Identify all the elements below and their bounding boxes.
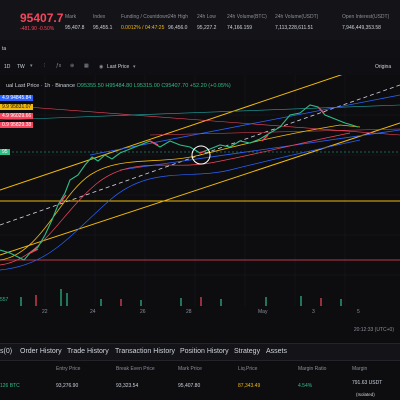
col-header-margin-ratio: Margin Ratio — [298, 366, 327, 372]
x-tick-label: 5 — [357, 309, 360, 315]
price-tag-1: 4.9 94845.84 — [0, 95, 34, 101]
price-change: -481.90 -0.50% — [20, 26, 55, 32]
candle-type-icon[interactable]: ⫶ — [44, 63, 46, 69]
price-series — [0, 104, 359, 261]
tab-strategy[interactable]: Strategy — [234, 348, 261, 355]
trendline-red-2[interactable] — [149, 128, 400, 136]
stat-label-24h-volume-usdt: 24h Volume(USDT) — [275, 14, 319, 20]
margin-ratio: 4.54% — [298, 383, 313, 389]
volume-bars-red — [35, 295, 322, 306]
col-header-margin: Margin — [352, 366, 368, 372]
trendline-red[interactable] — [0, 104, 400, 136]
margin-value: 791.63 USDT — [352, 380, 383, 386]
entry-price: 93,276.90 — [56, 383, 79, 389]
margin-mode: (Isolated) — [356, 392, 375, 397]
chart-legend-title: ual Last Price · 1h · Binance — [6, 83, 76, 89]
chevron-down-icon[interactable]: ▾ — [30, 63, 33, 69]
original-view-button[interactable]: Origina — [375, 64, 392, 70]
trendline-blue[interactable] — [89, 94, 400, 156]
price-tag-2: 9.9 95831.07 — [0, 104, 34, 110]
chevron-down-icon[interactable]: ▾ — [133, 64, 136, 70]
stat-value-mark: 95,407.8 — [65, 25, 85, 31]
chart-clock: 20:12:33 (UTC+0) — [353, 327, 394, 333]
col-header-mark-price: Mark Price — [178, 366, 202, 372]
volume-bars — [20, 289, 342, 306]
stat-value-24h-high: 96,456.0 — [168, 25, 188, 31]
tab-positions[interactable]: s(0) — [0, 348, 13, 355]
trendline-blue-lower[interactable] — [119, 129, 400, 171]
moving-average-2 — [0, 132, 351, 266]
cursor-circle — [191, 145, 211, 165]
price-tag-3: 4.9 96029.66 — [0, 113, 34, 119]
moving-average-1 — [0, 124, 361, 261]
col-header-liq-price: Liq.Price — [238, 366, 258, 372]
col-header-break-even: Break Even Price — [116, 366, 155, 372]
stat-label-mark: Mark — [65, 14, 77, 20]
timeframe-button[interactable]: 1D — [4, 64, 11, 70]
trendline-orange-upper[interactable] — [0, 75, 400, 191]
compare-icon[interactable]: ⊕ — [70, 63, 75, 69]
position-size: 126 BTC — [0, 383, 20, 389]
stat-value-24h-low: 95,227.2 — [197, 25, 217, 31]
chart-legend: ual Last Price · 1h · Binance O95355.50 … — [6, 83, 231, 89]
stat-label-24h-volume-btc: 24h Volume(BTC) — [227, 14, 267, 20]
x-tick-label: 3 — [312, 309, 315, 315]
stat-label-open-interest: Open Interest(USDT) — [342, 14, 390, 20]
trendline-teal[interactable] — [0, 104, 400, 121]
x-tick-label: May — [258, 309, 268, 315]
chart-canvas[interactable] — [0, 75, 400, 306]
chart-controls: 1D TW ▾ ⫶ ƒx ⊕ ▦ ◉ Last Price ▾ Origina — [0, 58, 400, 75]
price-tag-4: 0.9 95829.38 — [0, 122, 34, 128]
last-price: 95407.7 — [20, 11, 64, 25]
tab-order-history[interactable]: Order History — [20, 348, 62, 355]
stat-label-index: Index — [93, 14, 106, 20]
x-axis: 22 24 26 28 May 3 5 — [0, 306, 400, 320]
price-type-select[interactable]: Last Price — [107, 64, 130, 70]
chart-toolbar: ta — [0, 40, 400, 58]
toolbar-left-label[interactable]: ta — [2, 46, 7, 52]
price-chart[interactable]: ual Last Price · 1h · Binance O95355.50 … — [0, 75, 400, 306]
stat-value-funding: 0.0012% / 04:47:25 — [121, 25, 165, 31]
stat-value-open-interest: 7,946,449,353.58 — [342, 25, 381, 31]
x-tick-label: 26 — [140, 309, 146, 315]
stat-label-24h-high: 24h High — [168, 14, 189, 20]
radio-icon[interactable]: ◉ — [99, 64, 104, 70]
chart-legend-ohlc: O95355.50 H95484.80 L95315.00 C95407.70 … — [76, 83, 231, 89]
x-tick-label: 24 — [90, 309, 96, 315]
moving-average-3 — [0, 139, 361, 271]
indicators-icon[interactable]: ƒx — [56, 63, 62, 69]
x-tick-label: 28 — [186, 309, 192, 315]
bearish-candles — [29, 106, 325, 254]
volume-label: 557 — [0, 297, 9, 303]
tab-trade-history[interactable]: Trade History — [67, 348, 109, 355]
liq-price: 87,343.49 — [238, 383, 261, 389]
ticker-bar: 95407.7 -481.90 -0.50% Mark 95,407.8 Ind… — [0, 0, 400, 40]
col-header-entry-price: Entry Price — [56, 366, 81, 372]
tw-button[interactable]: TW — [17, 64, 25, 70]
x-tick-label: 22 — [42, 309, 48, 315]
trendline-orange-lower[interactable] — [0, 122, 400, 256]
mark-price: 95,407.80 — [178, 383, 201, 389]
bottom-tabs: s(0) Order History Trade History Transac… — [0, 343, 400, 361]
stat-value-24h-volume-btc: 74,166.159 — [227, 25, 253, 31]
tab-assets[interactable]: Assets — [266, 348, 288, 355]
break-even-price: 93,323.54 — [116, 383, 139, 389]
stat-label-24h-low: 24h Low — [197, 14, 216, 20]
stat-label-funding[interactable]: Funding / Countdown — [121, 14, 169, 20]
stat-value-24h-volume-usdt: 7,113,228,611.51 — [275, 25, 314, 31]
templates-icon[interactable]: ▦ — [84, 63, 89, 69]
price-tag-5: 95 — [0, 149, 10, 155]
tab-position-history[interactable]: Position History — [180, 348, 229, 355]
tab-transaction-history[interactable]: Transaction History — [115, 348, 176, 355]
stat-value-index: 95,455.1 — [93, 25, 113, 31]
